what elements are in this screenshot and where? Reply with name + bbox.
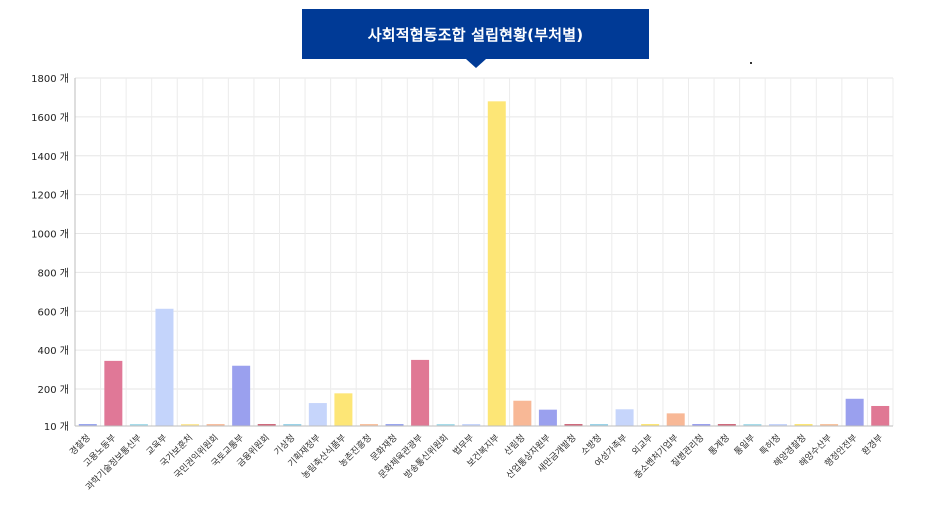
y-tick-label: 10 개	[44, 421, 69, 433]
bar[interactable]	[359, 424, 378, 426]
bar[interactable]	[129, 424, 148, 426]
bar[interactable]	[436, 424, 455, 426]
y-tick-label: 1600 개	[31, 112, 69, 124]
bar[interactable]	[845, 398, 864, 426]
y-tick-label: 1800 개	[31, 73, 69, 85]
bar[interactable]	[692, 424, 711, 426]
y-tick-label: 800 개	[38, 267, 69, 279]
bar[interactable]	[871, 405, 890, 426]
x-tick-label: 통일부	[732, 432, 757, 457]
bar[interactable]	[155, 308, 174, 426]
bar[interactable]	[78, 424, 97, 426]
bar[interactable]	[794, 424, 813, 426]
x-tick-label: 소방청	[579, 432, 604, 457]
bar[interactable]	[411, 359, 430, 426]
y-tick-label: 400 개	[38, 345, 69, 357]
y-tick-label: 1400 개	[31, 151, 69, 163]
grid-lines	[74, 77, 894, 427]
bar[interactable]	[641, 424, 660, 426]
bar[interactable]	[666, 413, 685, 426]
bar[interactable]	[743, 424, 762, 426]
bar[interactable]	[104, 360, 123, 426]
x-tick-label: 특허청	[758, 432, 783, 457]
x-tick-label: 외교부	[629, 432, 655, 458]
bar[interactable]	[717, 424, 736, 426]
chart-title-banner: 사회적협동조합 설립현황(부처별)	[302, 9, 649, 59]
bar[interactable]	[820, 424, 839, 426]
bars	[78, 101, 890, 427]
y-tick-label: 600 개	[38, 306, 69, 318]
bar[interactable]	[538, 409, 557, 426]
y-axis: 10 개 200 개 400 개 600 개 800 개 1000 개 1200 개 1400…	[31, 73, 76, 433]
bar[interactable]	[590, 424, 609, 426]
bar[interactable]	[308, 403, 327, 426]
bar[interactable]	[181, 424, 200, 426]
x-tick-label: 법무부	[451, 432, 476, 457]
x-tick-label: 산림청	[501, 432, 527, 458]
bar[interactable]	[232, 365, 251, 426]
y-tick-label: 1200 개	[31, 190, 69, 202]
bar[interactable]	[334, 393, 353, 426]
bar[interactable]	[283, 424, 302, 426]
x-tick-label: 경찰청	[67, 432, 93, 458]
title-pointer-arrow	[466, 59, 486, 68]
x-tick-label: 산업통상자원부	[504, 432, 553, 481]
x-tick-label: 방송통신위원회	[402, 432, 451, 481]
bar[interactable]	[615, 409, 634, 426]
x-tick-label: 통계청	[706, 432, 732, 458]
y-tick-label: 200 개	[38, 384, 69, 396]
bar[interactable]	[257, 424, 276, 426]
y-tick-label: 1000 개	[31, 229, 69, 241]
bar[interactable]	[564, 424, 583, 426]
bar[interactable]	[206, 424, 225, 426]
bar[interactable]	[385, 424, 404, 426]
bar[interactable]	[768, 424, 787, 426]
x-tick-label: 환경부	[859, 432, 885, 458]
x-tick-label: 기상청	[272, 432, 297, 457]
bar[interactable]	[487, 101, 506, 427]
chart-title: 사회적협동조합 설립현황(부처별)	[367, 25, 584, 44]
x-tick-label: 교육부	[144, 432, 169, 457]
decorative-dot	[750, 62, 752, 64]
bar[interactable]	[513, 400, 532, 426]
bar[interactable]	[462, 424, 481, 426]
